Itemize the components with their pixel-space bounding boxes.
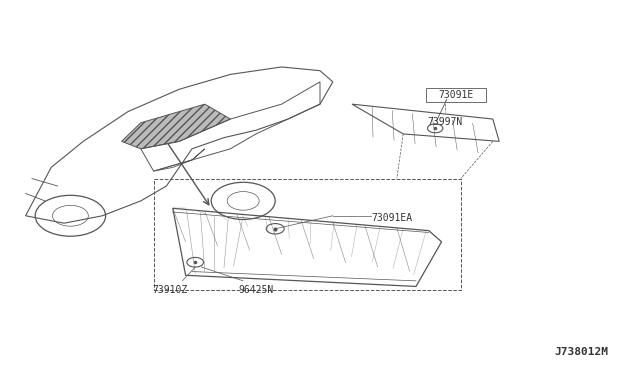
Text: 73910Z: 73910Z — [152, 285, 188, 295]
Circle shape — [428, 124, 443, 133]
Circle shape — [187, 257, 204, 267]
Text: 96425N: 96425N — [238, 285, 274, 295]
Text: 73091EA: 73091EA — [371, 213, 412, 222]
Circle shape — [266, 224, 284, 234]
Polygon shape — [122, 104, 230, 149]
Text: 73091E: 73091E — [438, 90, 474, 100]
Text: J738012M: J738012M — [554, 347, 608, 357]
FancyBboxPatch shape — [426, 88, 486, 102]
Text: 73997N: 73997N — [427, 117, 463, 127]
